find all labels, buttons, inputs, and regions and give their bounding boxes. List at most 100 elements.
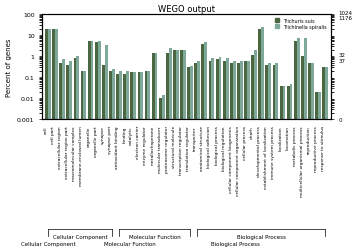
Bar <box>162 95 164 250</box>
Text: biological process: biological process <box>215 126 219 164</box>
Text: enzyme regulator: enzyme regulator <box>144 126 147 164</box>
Text: biological regulation: biological regulation <box>222 126 226 170</box>
Text: extracellular region: extracellular region <box>58 126 62 168</box>
Bar <box>90 42 93 250</box>
Text: synapse part: synapse part <box>108 126 112 154</box>
Text: membrane-enclosed lumen: membrane-enclosed lumen <box>80 126 83 185</box>
Bar <box>272 65 275 250</box>
Text: Cellular Component: Cellular Component <box>52 234 107 239</box>
Text: Biological Process: Biological Process <box>237 234 285 239</box>
Text: synapse: synapse <box>101 126 105 144</box>
Bar <box>59 63 62 250</box>
Text: metabolic process: metabolic process <box>293 126 297 165</box>
Bar <box>287 86 290 250</box>
Text: immune system process: immune system process <box>271 126 275 178</box>
Bar <box>83 72 86 250</box>
Bar <box>88 42 90 250</box>
Bar <box>123 74 126 250</box>
Bar <box>268 63 271 250</box>
Bar <box>283 86 285 250</box>
Text: death: death <box>250 126 254 138</box>
Bar <box>261 28 264 250</box>
Bar <box>280 86 283 250</box>
Bar <box>315 93 318 250</box>
Text: multicellular organismal process: multicellular organismal process <box>300 126 304 196</box>
Bar <box>102 65 105 250</box>
Text: extracellular region part: extracellular region part <box>65 126 69 178</box>
Bar <box>140 73 143 250</box>
Bar <box>233 62 235 250</box>
Bar <box>304 39 307 250</box>
Title: WEGO output: WEGO output <box>158 5 215 14</box>
Bar <box>209 62 212 250</box>
Text: anatomical structure: anatomical structure <box>200 126 204 170</box>
Bar <box>201 44 204 250</box>
Bar <box>55 30 58 250</box>
Bar <box>48 30 51 250</box>
Bar <box>166 53 169 250</box>
Text: establishment of localization: establishment of localization <box>264 126 268 188</box>
Text: electron carrier: electron carrier <box>136 126 140 159</box>
Bar <box>216 60 219 250</box>
Bar <box>147 72 150 250</box>
Bar <box>204 43 207 250</box>
Text: cellular component organization: cellular component organization <box>236 126 240 196</box>
Bar <box>301 57 304 250</box>
Bar <box>311 63 314 250</box>
Bar <box>237 63 240 250</box>
Bar <box>251 55 254 250</box>
Text: organelle: organelle <box>87 126 90 146</box>
Bar <box>190 66 193 250</box>
Text: translation regulator: translation regulator <box>186 126 190 170</box>
Bar <box>244 62 247 250</box>
Bar <box>187 68 190 250</box>
Text: transporter: transporter <box>193 126 197 150</box>
Bar <box>159 99 162 250</box>
Text: reproduction: reproduction <box>307 126 311 153</box>
Bar <box>133 73 136 250</box>
Bar <box>76 57 79 250</box>
Legend: Trichuris suis, Trichinella spiralis: Trichuris suis, Trichinella spiralis <box>273 18 328 31</box>
Bar <box>212 59 214 250</box>
Text: structural molecule: structural molecule <box>172 126 176 168</box>
Bar <box>275 63 278 250</box>
Text: Cellular Component: Cellular Component <box>21 241 76 246</box>
Text: Biological Process: Biological Process <box>212 241 260 246</box>
Text: biological adhesion: biological adhesion <box>207 126 212 168</box>
Bar <box>169 49 172 250</box>
Bar <box>155 53 157 250</box>
Bar <box>308 63 311 250</box>
Bar <box>74 59 76 250</box>
Bar <box>258 30 261 250</box>
Bar <box>95 43 98 250</box>
Text: molecular transducer: molecular transducer <box>158 126 162 172</box>
Bar <box>297 39 300 250</box>
Text: proteasome regulator: proteasome regulator <box>165 126 169 172</box>
Bar <box>109 72 112 250</box>
Bar <box>112 70 115 250</box>
Text: cell: cell <box>44 126 48 133</box>
Text: Molecular Function: Molecular Function <box>129 234 181 239</box>
Bar <box>62 60 65 250</box>
Bar <box>105 46 108 250</box>
Text: localization: localization <box>278 126 283 150</box>
Bar <box>176 51 179 250</box>
Text: binding: binding <box>122 126 126 142</box>
Bar <box>67 65 69 250</box>
Bar <box>173 51 176 250</box>
Bar <box>318 93 321 250</box>
Text: metallochaperone: metallochaperone <box>151 126 155 165</box>
Text: cell part: cell part <box>51 126 55 143</box>
Text: Molecular Function: Molecular Function <box>104 241 156 246</box>
Bar <box>152 53 155 250</box>
Text: transcription regulator: transcription regulator <box>179 126 183 174</box>
Bar <box>126 72 129 250</box>
Bar <box>138 73 140 250</box>
Bar <box>254 51 257 250</box>
Bar <box>226 59 228 250</box>
Bar <box>183 51 186 250</box>
Bar <box>98 42 101 250</box>
Bar <box>52 30 55 250</box>
Bar <box>180 51 183 250</box>
Text: locomotion: locomotion <box>285 126 290 150</box>
